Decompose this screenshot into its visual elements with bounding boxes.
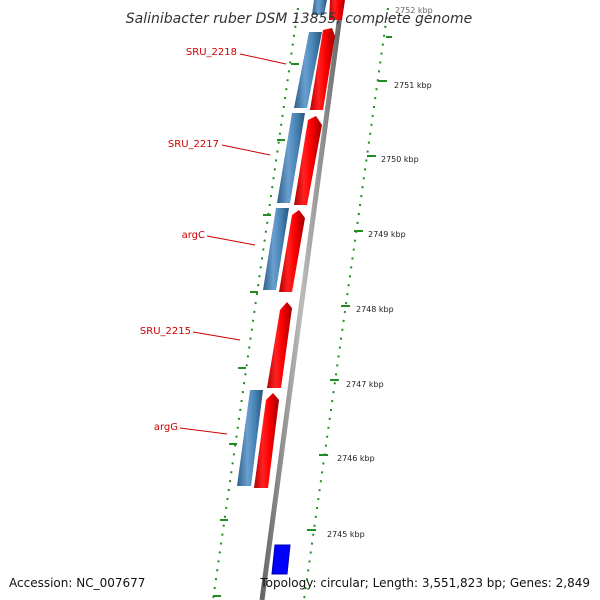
genome-backbone bbox=[259, 0, 345, 600]
gene-arrow-forward[interactable] bbox=[310, 28, 335, 110]
gene-label[interactable]: SRU_2218 bbox=[186, 47, 237, 58]
inner-tick-track bbox=[212, 7, 299, 600]
tick-label: 2751 kbp bbox=[394, 81, 432, 90]
forward-strand bbox=[254, 0, 345, 488]
leader-line bbox=[239, 53, 287, 65]
gene-arrow-forward[interactable] bbox=[279, 210, 305, 292]
outer-tick-track bbox=[303, 7, 389, 600]
gene-arrow-forward[interactable] bbox=[254, 393, 279, 488]
gene-arrow-reverse[interactable] bbox=[294, 32, 322, 108]
gene-label[interactable]: SRU_2215 bbox=[140, 326, 191, 337]
gene-arrow-reverse[interactable] bbox=[312, 0, 327, 15]
leader-line bbox=[221, 144, 271, 156]
major-ticks bbox=[213, 36, 392, 597]
gene-label[interactable]: argG bbox=[154, 422, 178, 433]
tick-label: 2749 kbp bbox=[368, 230, 406, 239]
gene-arrow-forward[interactable] bbox=[329, 0, 345, 20]
leader-line bbox=[206, 235, 256, 246]
accession-text: Accession: NC_007677 bbox=[9, 576, 145, 590]
gene-arrow-reverse[interactable] bbox=[237, 390, 263, 486]
map-title: Salinibacter ruber DSM 13855, complete g… bbox=[126, 11, 472, 27]
tick-label: 2752 kbp bbox=[395, 6, 433, 15]
label-leaders bbox=[179, 53, 287, 435]
gene-label[interactable]: SRU_2217 bbox=[168, 139, 219, 150]
leader-line bbox=[179, 427, 228, 435]
tick-label: 2750 kbp bbox=[381, 155, 419, 164]
tick-label: 2747 kbp bbox=[346, 380, 384, 389]
gene-arrow-forward[interactable] bbox=[294, 116, 322, 205]
tick-label: 2745 kbp bbox=[327, 530, 365, 539]
rna-feature[interactable] bbox=[271, 544, 291, 575]
gene-arrow-reverse[interactable] bbox=[277, 113, 305, 203]
topology-text: Topology: circular; Length: 3,551,823 bp… bbox=[259, 576, 590, 590]
tick-label: 2746 kbp bbox=[337, 454, 375, 463]
leader-line bbox=[192, 331, 241, 341]
reverse-strand bbox=[237, 0, 327, 486]
gene-label[interactable]: argC bbox=[182, 230, 205, 241]
gene-arrow-forward[interactable] bbox=[267, 302, 292, 388]
gene-arrow-reverse[interactable] bbox=[263, 208, 289, 290]
tick-label: 2748 kbp bbox=[356, 305, 394, 314]
